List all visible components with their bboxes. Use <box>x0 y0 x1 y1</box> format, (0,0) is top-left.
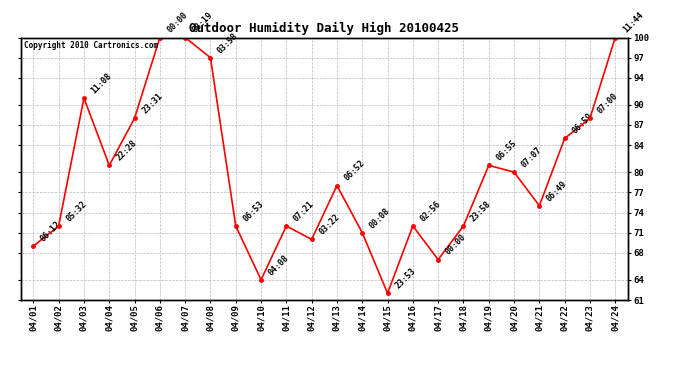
Text: 03:22: 03:22 <box>317 213 342 237</box>
Text: 00:00: 00:00 <box>444 233 468 257</box>
Text: 00:00: 00:00 <box>166 10 190 35</box>
Text: 08:19: 08:19 <box>190 10 215 35</box>
Text: 03:58: 03:58 <box>216 31 240 55</box>
Text: 06:49: 06:49 <box>545 179 569 203</box>
Text: Copyright 2010 Cartronics.com: Copyright 2010 Cartronics.com <box>23 42 158 51</box>
Text: 06:59: 06:59 <box>570 112 594 136</box>
Text: 23:58: 23:58 <box>469 199 493 223</box>
Text: 02:56: 02:56 <box>418 199 442 223</box>
Text: 05:32: 05:32 <box>64 199 88 223</box>
Text: 06:12: 06:12 <box>39 219 63 243</box>
Text: 07:21: 07:21 <box>292 199 316 223</box>
Text: 22:28: 22:28 <box>115 139 139 163</box>
Text: 06:52: 06:52 <box>342 159 366 183</box>
Text: 11:08: 11:08 <box>90 71 114 95</box>
Text: 04:08: 04:08 <box>266 253 290 277</box>
Text: 06:55: 06:55 <box>494 139 518 163</box>
Text: 23:31: 23:31 <box>140 92 164 116</box>
Text: 07:00: 07:00 <box>595 92 620 116</box>
Text: 23:53: 23:53 <box>393 267 417 291</box>
Text: 07:07: 07:07 <box>520 145 544 170</box>
Text: 00:08: 00:08 <box>368 206 392 230</box>
Text: 11:44: 11:44 <box>621 10 645 35</box>
Text: 06:53: 06:53 <box>241 199 266 223</box>
Title: Outdoor Humidity Daily High 20100425: Outdoor Humidity Daily High 20100425 <box>189 22 460 35</box>
